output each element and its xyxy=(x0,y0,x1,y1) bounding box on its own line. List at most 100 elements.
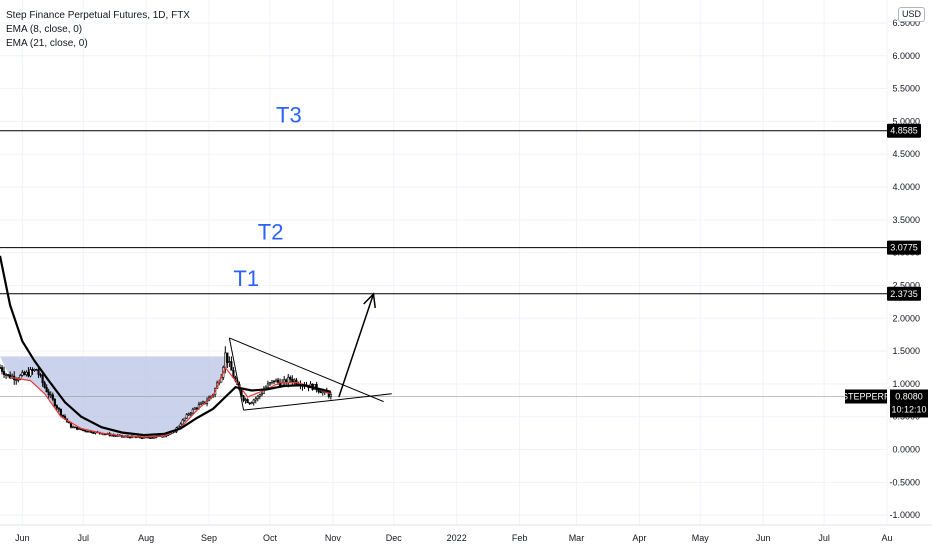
legend-title[interactable]: Step Finance Perpetual Futures, 1D, FTX xyxy=(6,10,190,21)
candle-body xyxy=(191,408,194,414)
candle-body xyxy=(25,371,28,375)
price-axis-tick-label: -0.5000 xyxy=(889,477,920,487)
price-axis-tick-label: 1.5000 xyxy=(892,346,920,356)
price-axis-tick-label: 2.5000 xyxy=(892,280,920,290)
price-axis-tick-label: 4.5000 xyxy=(892,149,920,159)
time-axis-tick-label: Au xyxy=(881,533,892,543)
candle-body xyxy=(244,399,247,401)
time-axis-tick-label: Nov xyxy=(325,533,342,543)
legend-ema-21[interactable]: EMA (21, close, 0) xyxy=(6,38,88,49)
currency-button[interactable]: USD xyxy=(898,7,926,22)
candle-body xyxy=(293,379,296,383)
time-axis-tick-label: Feb xyxy=(512,533,528,543)
candle-body xyxy=(185,414,188,419)
legend-ema-8[interactable]: EMA (8, close, 0) xyxy=(6,24,83,35)
time-axis-tick-label: Dec xyxy=(386,533,403,543)
candle-body xyxy=(33,368,36,371)
candle-body xyxy=(329,394,332,397)
candle-body xyxy=(4,374,8,376)
candle-body xyxy=(181,419,184,425)
candle-body xyxy=(45,387,48,393)
price-tag-text: 3.0775 xyxy=(890,243,918,253)
target-price-levels: T3 T2 T1 xyxy=(0,103,887,398)
time-axis-tick-label: Jul xyxy=(818,533,830,543)
time-axis-tick-label: Apr xyxy=(632,533,646,543)
price-tag-text: 2.3735 xyxy=(890,289,918,299)
candle-body xyxy=(92,432,95,434)
candle-body xyxy=(51,394,54,400)
chart-legend: Step Finance Perpetual Futures, 1D, FTX … xyxy=(6,9,190,51)
price-axis-tick-label: 1.0000 xyxy=(892,379,920,389)
candle-body xyxy=(7,374,10,376)
candle-body xyxy=(268,382,272,385)
candle-body xyxy=(31,369,34,371)
time-axis-tick-label: Aug xyxy=(138,533,154,543)
candle-body xyxy=(102,433,105,436)
candle-body xyxy=(71,426,75,429)
candle-body xyxy=(317,389,320,392)
time-axis[interactable]: Jun Jul Aug Sep Oct Nov Dec 2022 Feb Mar Apr May Jun… xyxy=(0,524,932,543)
candle-body xyxy=(177,425,180,429)
price-tag-t2 xyxy=(887,240,921,255)
candle-body xyxy=(258,394,261,397)
time-axis-tick-label: Mar xyxy=(569,533,585,543)
candle-body xyxy=(153,437,156,439)
candle-body xyxy=(47,391,50,396)
candle-body xyxy=(74,426,77,429)
candle-body xyxy=(128,436,132,439)
price-axis-tick-label: 5.5000 xyxy=(892,84,920,94)
candle-body xyxy=(183,417,186,421)
current-price-tag xyxy=(890,389,928,418)
candle-body xyxy=(53,398,56,406)
candle-body xyxy=(9,374,12,379)
current-price-text: 0.8080 xyxy=(895,392,923,402)
candle-body xyxy=(201,401,205,404)
time-axis-tick-label: Jul xyxy=(77,533,89,543)
candle-body xyxy=(199,402,203,406)
candle-body xyxy=(84,429,87,432)
triangle-upper-trendline xyxy=(229,337,384,403)
price-axis-tick-label: 6.0000 xyxy=(892,51,920,61)
candle-body xyxy=(321,391,324,394)
time-axis-tick-label: 2022 xyxy=(447,533,467,543)
price-tags: 4.8585 3.0775 2.3735 STEPPERP 0.8080 10:12:10 xyxy=(842,123,928,418)
candle-body xyxy=(149,437,152,439)
candle-body xyxy=(61,414,65,417)
candle-body xyxy=(88,430,91,433)
symbol-tag-text: STEPPERP xyxy=(842,392,890,402)
candle-body xyxy=(289,377,292,380)
candle-body xyxy=(59,409,62,416)
candle-body xyxy=(260,393,263,396)
bar-countdown-text: 10:12:10 xyxy=(891,405,926,415)
candle-body xyxy=(248,402,251,405)
candle-body xyxy=(27,371,30,377)
candle-body xyxy=(270,380,274,383)
target-label-t1: T1 xyxy=(233,266,259,291)
candle-body xyxy=(17,379,20,381)
candle-body xyxy=(228,361,231,363)
candle-body xyxy=(78,428,81,430)
price-tag-t1 xyxy=(887,286,921,301)
price-axis-tick-label: 0.0000 xyxy=(892,445,920,455)
ema-lines xyxy=(0,255,332,438)
candle-body xyxy=(319,391,322,394)
candle-body xyxy=(240,389,243,397)
candle-body xyxy=(250,402,253,405)
time-axis-tick-label: Sep xyxy=(201,533,217,543)
triangle-left-edge xyxy=(228,337,245,411)
price-axis[interactable]: -1.0000-0.50000.00000.50001.00001.50002.… xyxy=(889,18,920,520)
candle-body xyxy=(252,399,255,403)
projection-arrow-head xyxy=(363,292,376,308)
candle-body xyxy=(274,379,278,383)
candle-body xyxy=(179,423,182,427)
price-axis-tick-label: 5.0000 xyxy=(892,116,920,126)
target-label-t3: T3 xyxy=(276,103,302,128)
candle-body xyxy=(110,434,113,437)
price-axis-tick-label: 3.5000 xyxy=(892,215,920,225)
ema-21-line xyxy=(0,255,332,437)
candle-body xyxy=(272,380,276,383)
candle-body xyxy=(254,398,257,401)
candle-body xyxy=(226,352,229,363)
candle-body xyxy=(0,367,4,372)
